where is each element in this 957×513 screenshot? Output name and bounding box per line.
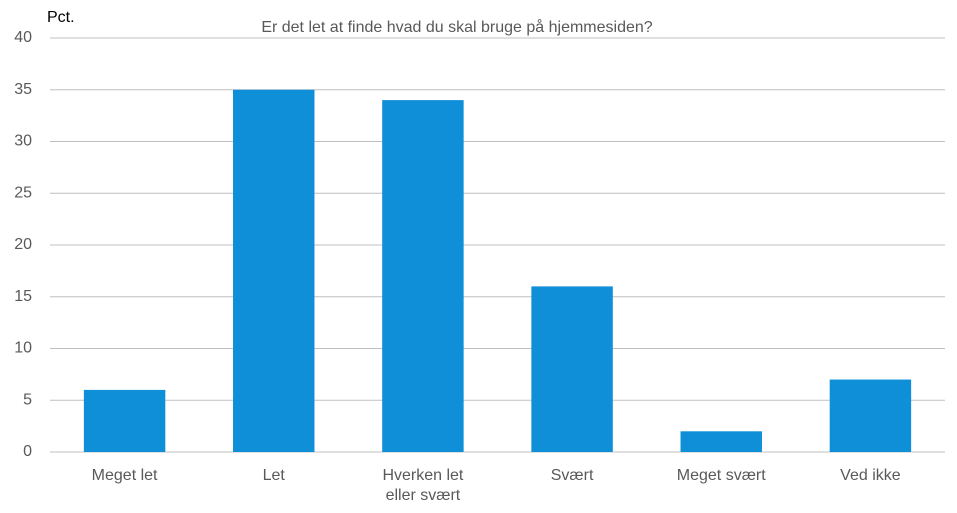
- y-tick-label: 30: [14, 133, 32, 150]
- x-tick-label: Svært: [550, 467, 594, 484]
- y-tick-label: 20: [14, 236, 32, 253]
- y-tick-label: 35: [14, 81, 32, 98]
- y-tick-label: 10: [14, 340, 32, 357]
- x-tick-label: Ved ikke: [840, 467, 901, 484]
- bar: [233, 89, 315, 452]
- bar: [680, 431, 762, 452]
- y-axis-label: Pct.: [47, 9, 75, 26]
- y-tick-label: 0: [23, 443, 32, 460]
- y-tick-label: 40: [14, 29, 32, 46]
- bar: [382, 100, 464, 452]
- y-tick-label: 25: [14, 184, 32, 201]
- chart-title: Er det let at finde hvad du skal bruge p…: [261, 18, 652, 36]
- x-tick-label: Hverken let eller svært: [382, 467, 464, 504]
- bar: [829, 379, 912, 452]
- x-tick-label: Meget svært: [676, 467, 766, 484]
- x-tick-label: Let: [262, 467, 285, 484]
- x-tick-label: Meget let: [91, 467, 158, 484]
- bar: [83, 389, 166, 452]
- y-tick-label: 15: [14, 288, 32, 305]
- bar: [531, 286, 613, 452]
- y-tick-label: 5: [23, 391, 32, 408]
